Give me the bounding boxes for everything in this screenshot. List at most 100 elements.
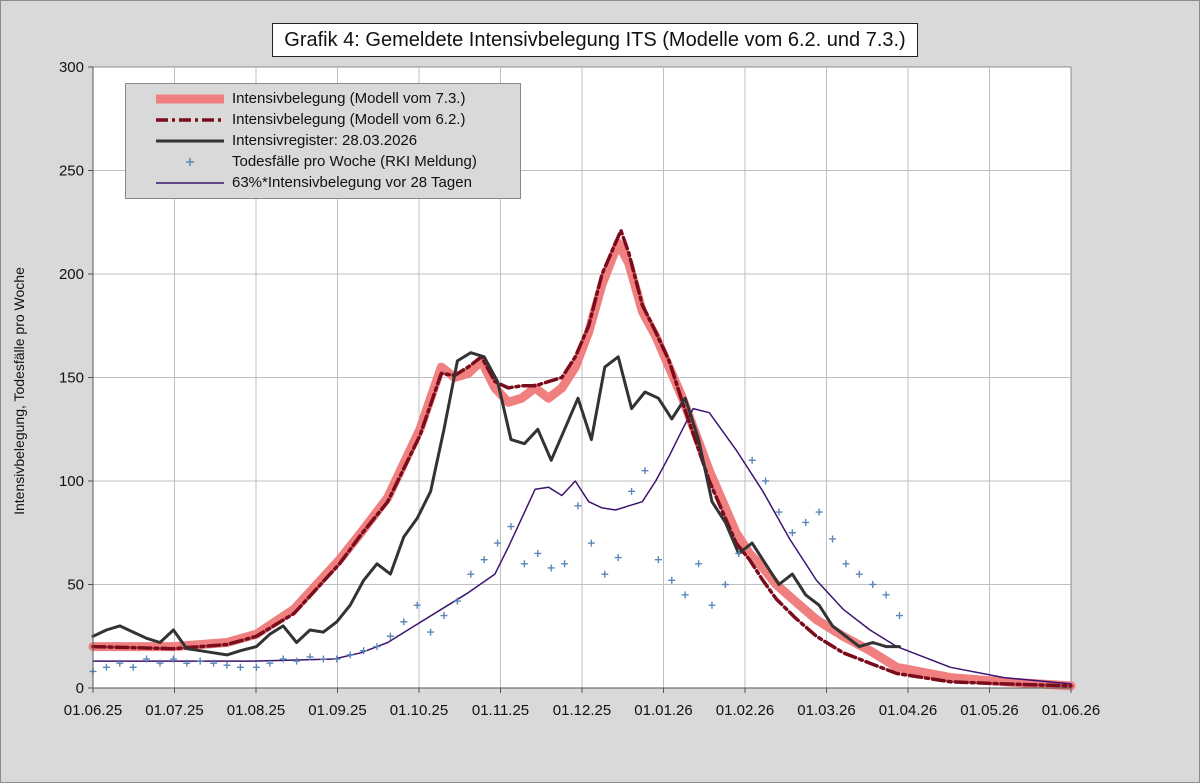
death-marker [775, 508, 783, 516]
death-marker [223, 661, 231, 669]
y-tick-label: 150 [59, 370, 84, 387]
x-tick-label: 01.05.26 [960, 702, 1018, 719]
death-marker [842, 560, 850, 568]
legend-item-model-6-2: Intensivbelegung (Modell vom 6.2.) [126, 110, 516, 130]
death-marker [373, 643, 381, 651]
death-marker [400, 618, 408, 626]
legend-item-deaths: Todesfälle pro Woche (RKI Meldung) [126, 152, 516, 172]
series-line-shifted [92, 407, 1072, 685]
death-marker [494, 539, 502, 547]
legend-item-model-7-3: Intensivbelegung (Modell vom 7.3.) [126, 89, 516, 109]
death-marker [654, 556, 662, 564]
death-marker [360, 647, 368, 655]
legend-swatch-register [156, 139, 224, 143]
death-marker [802, 518, 810, 526]
death-marker [143, 655, 151, 663]
death-marker [440, 612, 448, 620]
death-marker [210, 659, 218, 667]
legend-label: Todesfälle pro Woche (RKI Meldung) [232, 153, 477, 170]
death-marker [762, 477, 770, 485]
x-tick-label: 01.03.26 [797, 702, 855, 719]
death-marker [829, 535, 837, 543]
death-marker [306, 653, 314, 661]
y-tick-label: 200 [59, 266, 84, 283]
death-marker [319, 655, 327, 663]
x-tick-label: 01.02.26 [716, 702, 774, 719]
chart-legend: Intensivbelegung (Modell vom 7.3.) Inten… [125, 83, 521, 199]
death-marker [266, 659, 274, 667]
death-marker [815, 508, 823, 516]
death-marker [855, 570, 863, 578]
death-marker [681, 591, 689, 599]
death-marker [641, 467, 649, 475]
death-marker [628, 487, 636, 495]
legend-label: Intensivbelegung (Modell vom 7.3.) [232, 90, 466, 107]
death-marker [183, 659, 191, 667]
death-marker [547, 564, 555, 572]
death-marker [129, 663, 137, 671]
x-tick-label: 01.11.25 [472, 702, 529, 719]
death-marker [467, 570, 475, 578]
death-marker [788, 529, 796, 537]
legend-label: Intensivregister: 28.03.2026 [232, 132, 418, 149]
death-marker [869, 581, 877, 588]
legend-swatch-model-6-2 [156, 118, 224, 122]
death-marker [748, 456, 756, 464]
death-marker [252, 663, 260, 671]
death-marker [413, 601, 421, 609]
death-marker [279, 655, 287, 663]
death-marker [695, 560, 703, 568]
death-marker [102, 663, 110, 671]
legend-item-register: Intensivregister: 28.03.2026 [126, 131, 516, 151]
death-marker [587, 539, 595, 547]
legend-label: Intensivbelegung (Modell vom 6.2.) [232, 111, 466, 128]
x-tick-label: 01.12.25 [553, 702, 611, 719]
death-marker [520, 560, 528, 568]
y-tick-label: 100 [59, 473, 84, 490]
death-marker [721, 581, 729, 588]
y-tick-label: 250 [59, 163, 84, 180]
x-tick-label: 01.04.26 [879, 702, 937, 719]
death-marker [196, 657, 204, 665]
x-tick-label: 01.08.25 [227, 702, 285, 719]
death-marker [116, 659, 124, 667]
death-marker [156, 659, 164, 667]
series-line-register [91, 351, 901, 657]
death-marker [293, 657, 301, 665]
x-tick-label: 01.10.25 [390, 702, 448, 719]
y-axis-label: Intensivbelegung, Todesfälle pro Woche [11, 267, 27, 515]
legend-label: 63%*Intensivbelegung vor 28 Tagen [232, 174, 472, 191]
series-deaths [89, 456, 904, 675]
y-tick-label: 50 [67, 577, 84, 594]
x-tick-label: 01.07.25 [145, 702, 203, 719]
death-marker [236, 663, 244, 671]
series-line-model_62 [91, 228, 1073, 688]
x-tick-label: 01.01.26 [634, 702, 692, 719]
death-marker [735, 549, 743, 557]
death-marker [507, 523, 515, 531]
chart-title: Grafik 4: Gemeldete Intensivbelegung ITS… [272, 23, 918, 57]
x-tick-label: 01.09.25 [308, 702, 366, 719]
death-marker [480, 556, 488, 564]
x-tick-label: 01.06.25 [64, 702, 122, 719]
death-marker [386, 632, 394, 640]
y-tick-label: 0 [76, 680, 84, 697]
legend-item-shifted: 63%*Intensivbelegung vor 28 Tagen [126, 173, 516, 193]
death-marker [601, 570, 609, 578]
y-tick-label: 300 [59, 59, 84, 76]
legend-swatch-model-7-3 [156, 94, 224, 104]
death-marker [333, 655, 341, 663]
x-tick-label: 01.06.26 [1042, 702, 1100, 719]
death-marker [882, 591, 890, 599]
death-marker [614, 554, 622, 562]
death-marker [561, 560, 569, 568]
death-marker [169, 655, 177, 663]
death-marker [668, 576, 676, 584]
death-marker [453, 597, 461, 605]
death-marker [427, 628, 435, 636]
death-marker [708, 601, 716, 609]
legend-swatch-shifted [156, 182, 224, 184]
death-marker [896, 612, 904, 620]
